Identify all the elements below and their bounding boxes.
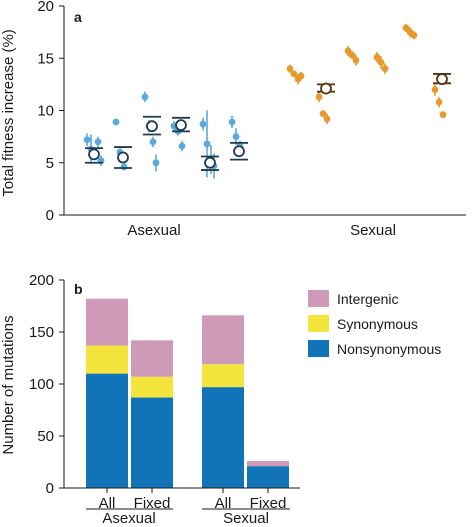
panel-a-marks	[83, 23, 451, 179]
panel-a: 0 5 10 15 20 Total fitness increase (%) a As…	[0, 0, 466, 239]
panel-a-replicate-point	[203, 140, 211, 148]
panel-a-replicate-point	[290, 70, 298, 78]
panel-a-replicate-point	[431, 86, 439, 93]
panel-a-mean-point	[146, 120, 158, 133]
panel-a-replicate-point	[319, 110, 327, 118]
panel-a-mean-point	[233, 145, 245, 158]
panel-b-x-tick-label: Fixed	[134, 495, 171, 512]
panel-b-bar-segment-intergenic	[86, 298, 128, 346]
panel-b-group-label-asexual: Asexual	[102, 510, 155, 527]
panel-b-y-axis: 0 50 100 150 200	[29, 272, 64, 497]
panel-b-x-axis: All Fixed All Fixed	[99, 488, 287, 512]
panel-a-replicate-point	[439, 111, 447, 119]
panel-b-x-tick-label: All	[215, 495, 232, 512]
panel-a-replicate-point	[178, 142, 186, 150]
panel-b-bar-segment-nonsynonymous	[247, 466, 289, 488]
panel-a-replicate-point	[297, 72, 305, 80]
panel-b-legend-swatch	[308, 290, 329, 307]
panel-b-bar-segment-nonsynonymous	[131, 397, 173, 488]
panel-a-replicate-point	[435, 98, 443, 106]
panel-a-replicate-point	[112, 118, 120, 126]
panel-a-replicate-point	[152, 159, 160, 167]
panel-b-legend-swatch	[308, 315, 329, 332]
panel-b-y-tick-label: 0	[46, 480, 54, 497]
panel-a-replicate-point	[120, 163, 128, 171]
panel-a-mean-point	[320, 82, 332, 95]
panel-a-replicate-point	[286, 65, 294, 73]
panel-a-replicate-point	[315, 93, 323, 101]
panel-a-replicate-point	[94, 138, 102, 146]
panel-a-replicate-point	[348, 51, 356, 59]
panel-b-bar-segment-intergenic	[202, 315, 244, 365]
panel-a-replicate-point	[352, 56, 360, 64]
panel-b-x-tick-label: Fixed	[250, 495, 287, 512]
panel-a-replicate-point	[83, 136, 91, 144]
panel-b-legend-label: Synonymous	[337, 316, 418, 332]
panel-a-group-label-asexual: Asexual	[127, 222, 180, 239]
panel-a-replicate-point	[228, 118, 236, 126]
panel-b-group-label-sexual: Sexual	[223, 510, 269, 527]
panel-b-legend-label: Intergenic	[337, 291, 398, 307]
panel-a-mean-point	[436, 73, 448, 86]
panel-a-y-tick-label: 15	[37, 50, 54, 67]
panel-a-mean-point	[88, 148, 100, 161]
panel-b-y-tick-label: 50	[37, 428, 54, 445]
panel-a-replicate-point	[377, 59, 385, 66]
panel-b-legend-label: Nonsynonymous	[337, 341, 441, 357]
panel-a-replicate-point	[410, 31, 418, 39]
panel-a-mean-point	[204, 156, 216, 169]
panel-a-y-tick-label: 0	[46, 207, 54, 224]
panel-b-bar-segment-intergenic	[131, 340, 173, 377]
panel-a-mean-point	[175, 119, 187, 132]
panel-b-bar-segment-nonsynonymous	[202, 387, 244, 488]
panel-b-bar-segment-nonsynonymous	[86, 373, 128, 488]
panel-a-y-axis: 0 5 10 15 20	[37, 0, 64, 224]
panel-b: 0 50 100 150 200 Number of mutations b All Fi…	[0, 272, 441, 527]
panel-b-y-axis-label: Number of mutations	[0, 315, 17, 454]
panel-b-label: b	[74, 281, 83, 297]
panel-a-label: a	[74, 9, 82, 25]
panel-a-y-tick-label: 20	[37, 0, 54, 15]
panel-a-y-axis-label: Total fitness increase (%)	[0, 29, 17, 197]
panel-a-mean-point	[117, 151, 129, 164]
panel-a-replicate-point	[141, 93, 149, 101]
panel-b-bar-segment-intergenic	[247, 460, 289, 467]
panel-a-replicate-point	[149, 138, 157, 146]
panel-b-x-tick-label: All	[99, 495, 116, 512]
panel-a-replicate-point	[232, 133, 240, 141]
panel-a-replicate-point	[199, 120, 207, 128]
panel-b-legend: Intergenic Synonymous Nonsynonymous	[308, 290, 441, 357]
panel-a-replicate-point	[373, 53, 381, 61]
panel-b-bar-segment-synonymous	[131, 376, 173, 398]
panel-b-y-tick-label: 100	[29, 376, 54, 393]
panel-a-y-tick-label: 5	[46, 155, 54, 172]
panel-b-legend-swatch	[308, 340, 329, 357]
panel-a-replicate-point	[323, 115, 331, 123]
panel-b-bar-segment-synonymous	[202, 364, 244, 388]
panel-b-bars	[86, 298, 289, 488]
panel-b-bar-segment-synonymous	[86, 345, 128, 374]
panel-a-y-tick-label: 10	[37, 103, 54, 120]
panel-a-replicate-point	[381, 65, 389, 73]
panel-b-y-tick-label: 150	[29, 324, 54, 341]
panel-b-y-tick-label: 200	[29, 272, 54, 289]
panel-a-group-label-sexual: Sexual	[350, 222, 396, 239]
